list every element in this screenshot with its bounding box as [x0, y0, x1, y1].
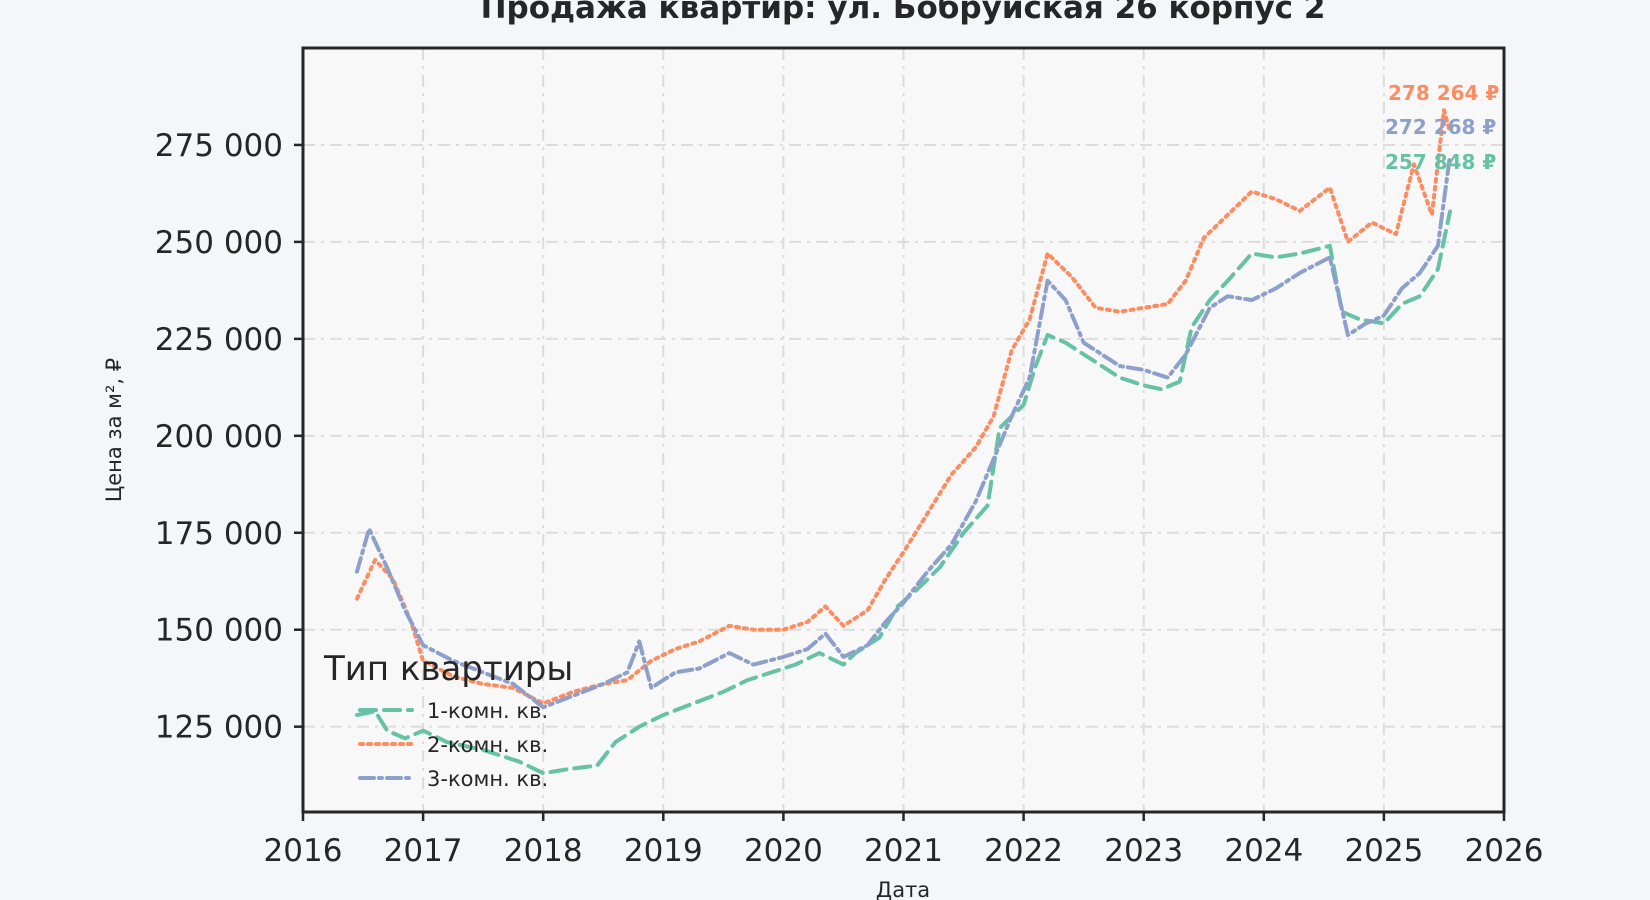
end-value-label: 272 268 ₽ [1385, 115, 1496, 139]
x-tick-label: 2025 [1344, 833, 1423, 869]
y-tick-label: 200 000 [155, 419, 283, 455]
x-tick-label: 2017 [384, 833, 463, 869]
y-tick-label: 150 000 [155, 613, 283, 649]
y-tick-label: 125 000 [155, 710, 283, 746]
legend: Тип квартиры 1-комн. кв. 2-комн. кв. 3-ком… [323, 649, 573, 791]
x-tick-label: 2022 [984, 833, 1063, 869]
ticks: 2016 2017 2018 2019 2020 2021 2022 2023 2024 2025… [155, 128, 1544, 869]
y-tick-label: 275 000 [155, 128, 283, 164]
x-axis-label: Дата [876, 878, 930, 900]
y-tick-label: 225 000 [155, 322, 283, 358]
series-line [355, 153, 1452, 710]
end-labels: 278 264 ₽ 272 268 ₽ 257 848 ₽ [1385, 81, 1499, 174]
x-tick-label: 2019 [624, 833, 703, 869]
legend-title: Тип квартиры [323, 649, 573, 689]
legend-label: 1-комн. кв. [427, 699, 548, 723]
x-tick-label: 2021 [864, 833, 943, 869]
y-tick-label: 250 000 [155, 225, 283, 261]
x-tick-label: 2020 [744, 833, 823, 869]
series-line [355, 209, 1452, 776]
legend-label: 2-комн. кв. [427, 733, 548, 757]
x-tick-label: 2024 [1224, 833, 1303, 869]
series-layer [355, 108, 1452, 776]
legend-label: 3-комн. кв. [427, 767, 548, 791]
x-tick-label: 2016 [264, 833, 343, 869]
end-value-label: 278 264 ₽ [1388, 81, 1499, 105]
chart-title: Продажа квартир: ул. Бобруйская 26 корпу… [481, 0, 1326, 26]
end-value-label: 257 848 ₽ [1385, 150, 1496, 174]
x-tick-label: 2026 [1465, 833, 1544, 869]
y-tick-label: 175 000 [155, 516, 283, 552]
series-line [355, 108, 1452, 706]
x-tick-label: 2018 [504, 833, 583, 869]
x-tick-label: 2023 [1104, 833, 1183, 869]
y-axis-label: Цена за м², ₽ [102, 358, 126, 502]
